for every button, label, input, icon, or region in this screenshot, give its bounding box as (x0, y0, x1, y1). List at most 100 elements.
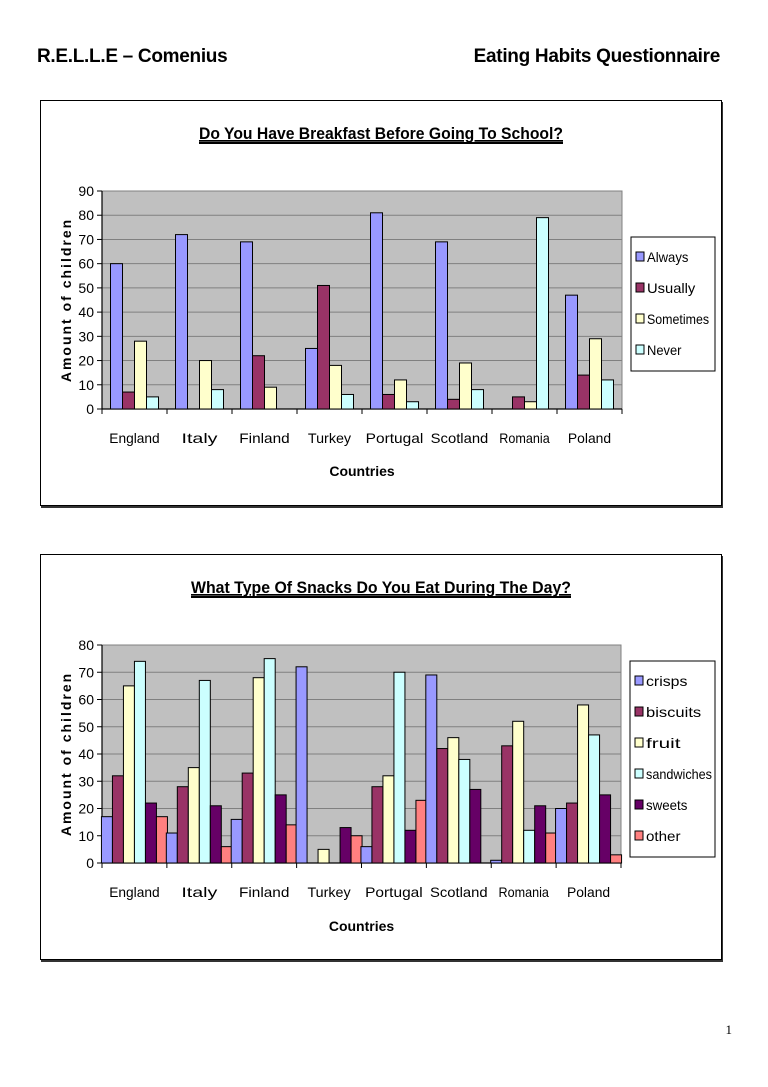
bar-sweets-finland (274, 794, 287, 864)
bar-crisps-scotland (425, 674, 438, 864)
legend-label-sometimes: Sometimes (647, 311, 709, 327)
bar-sometimes-italy (199, 360, 212, 410)
bar-never-poland (601, 379, 614, 410)
legend-label-crisps: crisps (646, 673, 687, 689)
y-tick-label: 20 (78, 801, 94, 817)
legend-swatch-usually (635, 282, 645, 293)
bar-crisps-poland (555, 808, 568, 864)
bar-always-turkey (305, 347, 318, 410)
category-label: Finland (239, 430, 289, 446)
bar-sweets-romania (534, 805, 547, 864)
category-label: Scotland (431, 430, 489, 446)
breakfast-chart-panel: Do You Have Breakfast Before Going To Sc… (40, 100, 722, 506)
snacks-chart: What Type Of Snacks Do You Eat During Th… (58, 578, 716, 934)
bar-sweets-england (144, 802, 157, 864)
breakfast-chart: Do You Have Breakfast Before Going To Sc… (58, 124, 716, 479)
y-tick-label: 60 (78, 256, 94, 272)
bar-usually-poland (577, 374, 590, 410)
y-tick-label: 50 (78, 280, 94, 296)
bar-other-poland (610, 854, 623, 864)
bar-sometimes-romania (524, 401, 537, 410)
bar-always-scotland (435, 241, 448, 410)
category-label: Turkey (307, 884, 350, 900)
legend-label-usually: Usually (647, 280, 695, 296)
bar-usually-turkey (317, 284, 330, 410)
bar-other-italy (220, 846, 233, 864)
bar-sometimes-poland (589, 338, 602, 410)
y-tick-label: 90 (78, 183, 94, 199)
bar-sweets-portugal (404, 829, 417, 864)
bar-sometimes-portugal (394, 379, 407, 410)
bar-fruit-england (122, 685, 135, 864)
x-axis-label: Countries (329, 918, 395, 934)
bar-crisps-england (100, 816, 113, 864)
legend-swatch-sometimes (635, 313, 645, 324)
bar-sweets-scotland (469, 788, 482, 864)
category-label: Turkey (308, 430, 351, 446)
legend-swatch-other (634, 830, 644, 841)
legend-label-sweets: sweets (646, 797, 687, 813)
category-label: Italy (181, 884, 217, 900)
bar-sweets-poland (599, 794, 612, 864)
bar-never-scotland (471, 389, 484, 410)
bar-biscuits-poland (566, 802, 579, 864)
bar-sweets-turkey (339, 827, 352, 864)
bar-sometimes-turkey (329, 364, 342, 410)
bar-crisps-italy (165, 832, 178, 864)
bar-sometimes-england (134, 340, 147, 410)
category-label: Italy (182, 430, 218, 446)
legend-label-biscuits: biscuits (646, 704, 701, 720)
bar-biscuits-scotland (436, 748, 449, 864)
bar-sometimes-finland (264, 386, 277, 410)
bar-never-italy (211, 389, 224, 410)
category-label: Portugal (366, 430, 424, 446)
y-tick-label: 40 (78, 746, 94, 762)
category-label: Poland (568, 430, 611, 446)
page-number: 1 (725, 1022, 733, 1037)
category-label: Poland (567, 884, 610, 900)
bar-other-portugal (415, 799, 428, 864)
y-tick-label: 80 (78, 637, 94, 653)
bar-biscuits-romania (501, 745, 514, 864)
bar-always-poland (565, 294, 578, 410)
category-label: England (109, 884, 159, 900)
bar-sandwiches-portugal (393, 671, 406, 864)
bar-crisps-romania (490, 859, 503, 864)
bar-fruit-portugal (382, 775, 395, 864)
legend-label-fruit: fruit (646, 735, 681, 751)
chart-title: Do You Have Breakfast Before Going To Sc… (199, 124, 563, 143)
y-tick-label: 80 (78, 207, 94, 223)
bar-fruit-finland (252, 677, 265, 864)
bar-always-finland (240, 241, 253, 410)
snacks-chart-panel: What Type Of Snacks Do You Eat During Th… (40, 554, 722, 960)
y-tick-label: 0 (86, 401, 94, 417)
category-label: Romania (499, 430, 550, 446)
category-label: Finland (239, 884, 289, 900)
legend-swatch-never (635, 344, 645, 355)
legend-box (629, 660, 716, 858)
bar-fruit-italy (187, 767, 200, 864)
y-tick-label: 10 (78, 377, 94, 393)
bar-usually-finland (252, 355, 265, 410)
y-axis-label: Amount of children (58, 218, 74, 382)
chart-title: What Type Of Snacks Do You Eat During Th… (191, 578, 571, 597)
bar-biscuits-finland (241, 772, 254, 864)
y-tick-label: 60 (78, 692, 94, 708)
y-tick-label: 20 (78, 353, 94, 369)
y-tick-label: 70 (78, 664, 94, 680)
legend-swatch-crisps (634, 675, 644, 686)
category-label: Scotland (430, 884, 488, 900)
bar-always-portugal (370, 212, 383, 410)
bar-fruit-romania (512, 720, 525, 864)
bar-sandwiches-italy (198, 679, 211, 864)
bar-usually-portugal (382, 393, 395, 410)
header-right: Eating Habits Questionnaire (473, 46, 721, 67)
bar-other-turkey (350, 835, 363, 864)
category-label: Romania (498, 884, 549, 900)
bar-sandwiches-finland (263, 658, 276, 864)
bar-sandwiches-romania (523, 829, 536, 864)
y-tick-label: 30 (78, 328, 94, 344)
legend-swatch-always (635, 251, 645, 262)
legend-label-always: Always (647, 249, 688, 265)
y-tick-label: 50 (78, 719, 94, 735)
